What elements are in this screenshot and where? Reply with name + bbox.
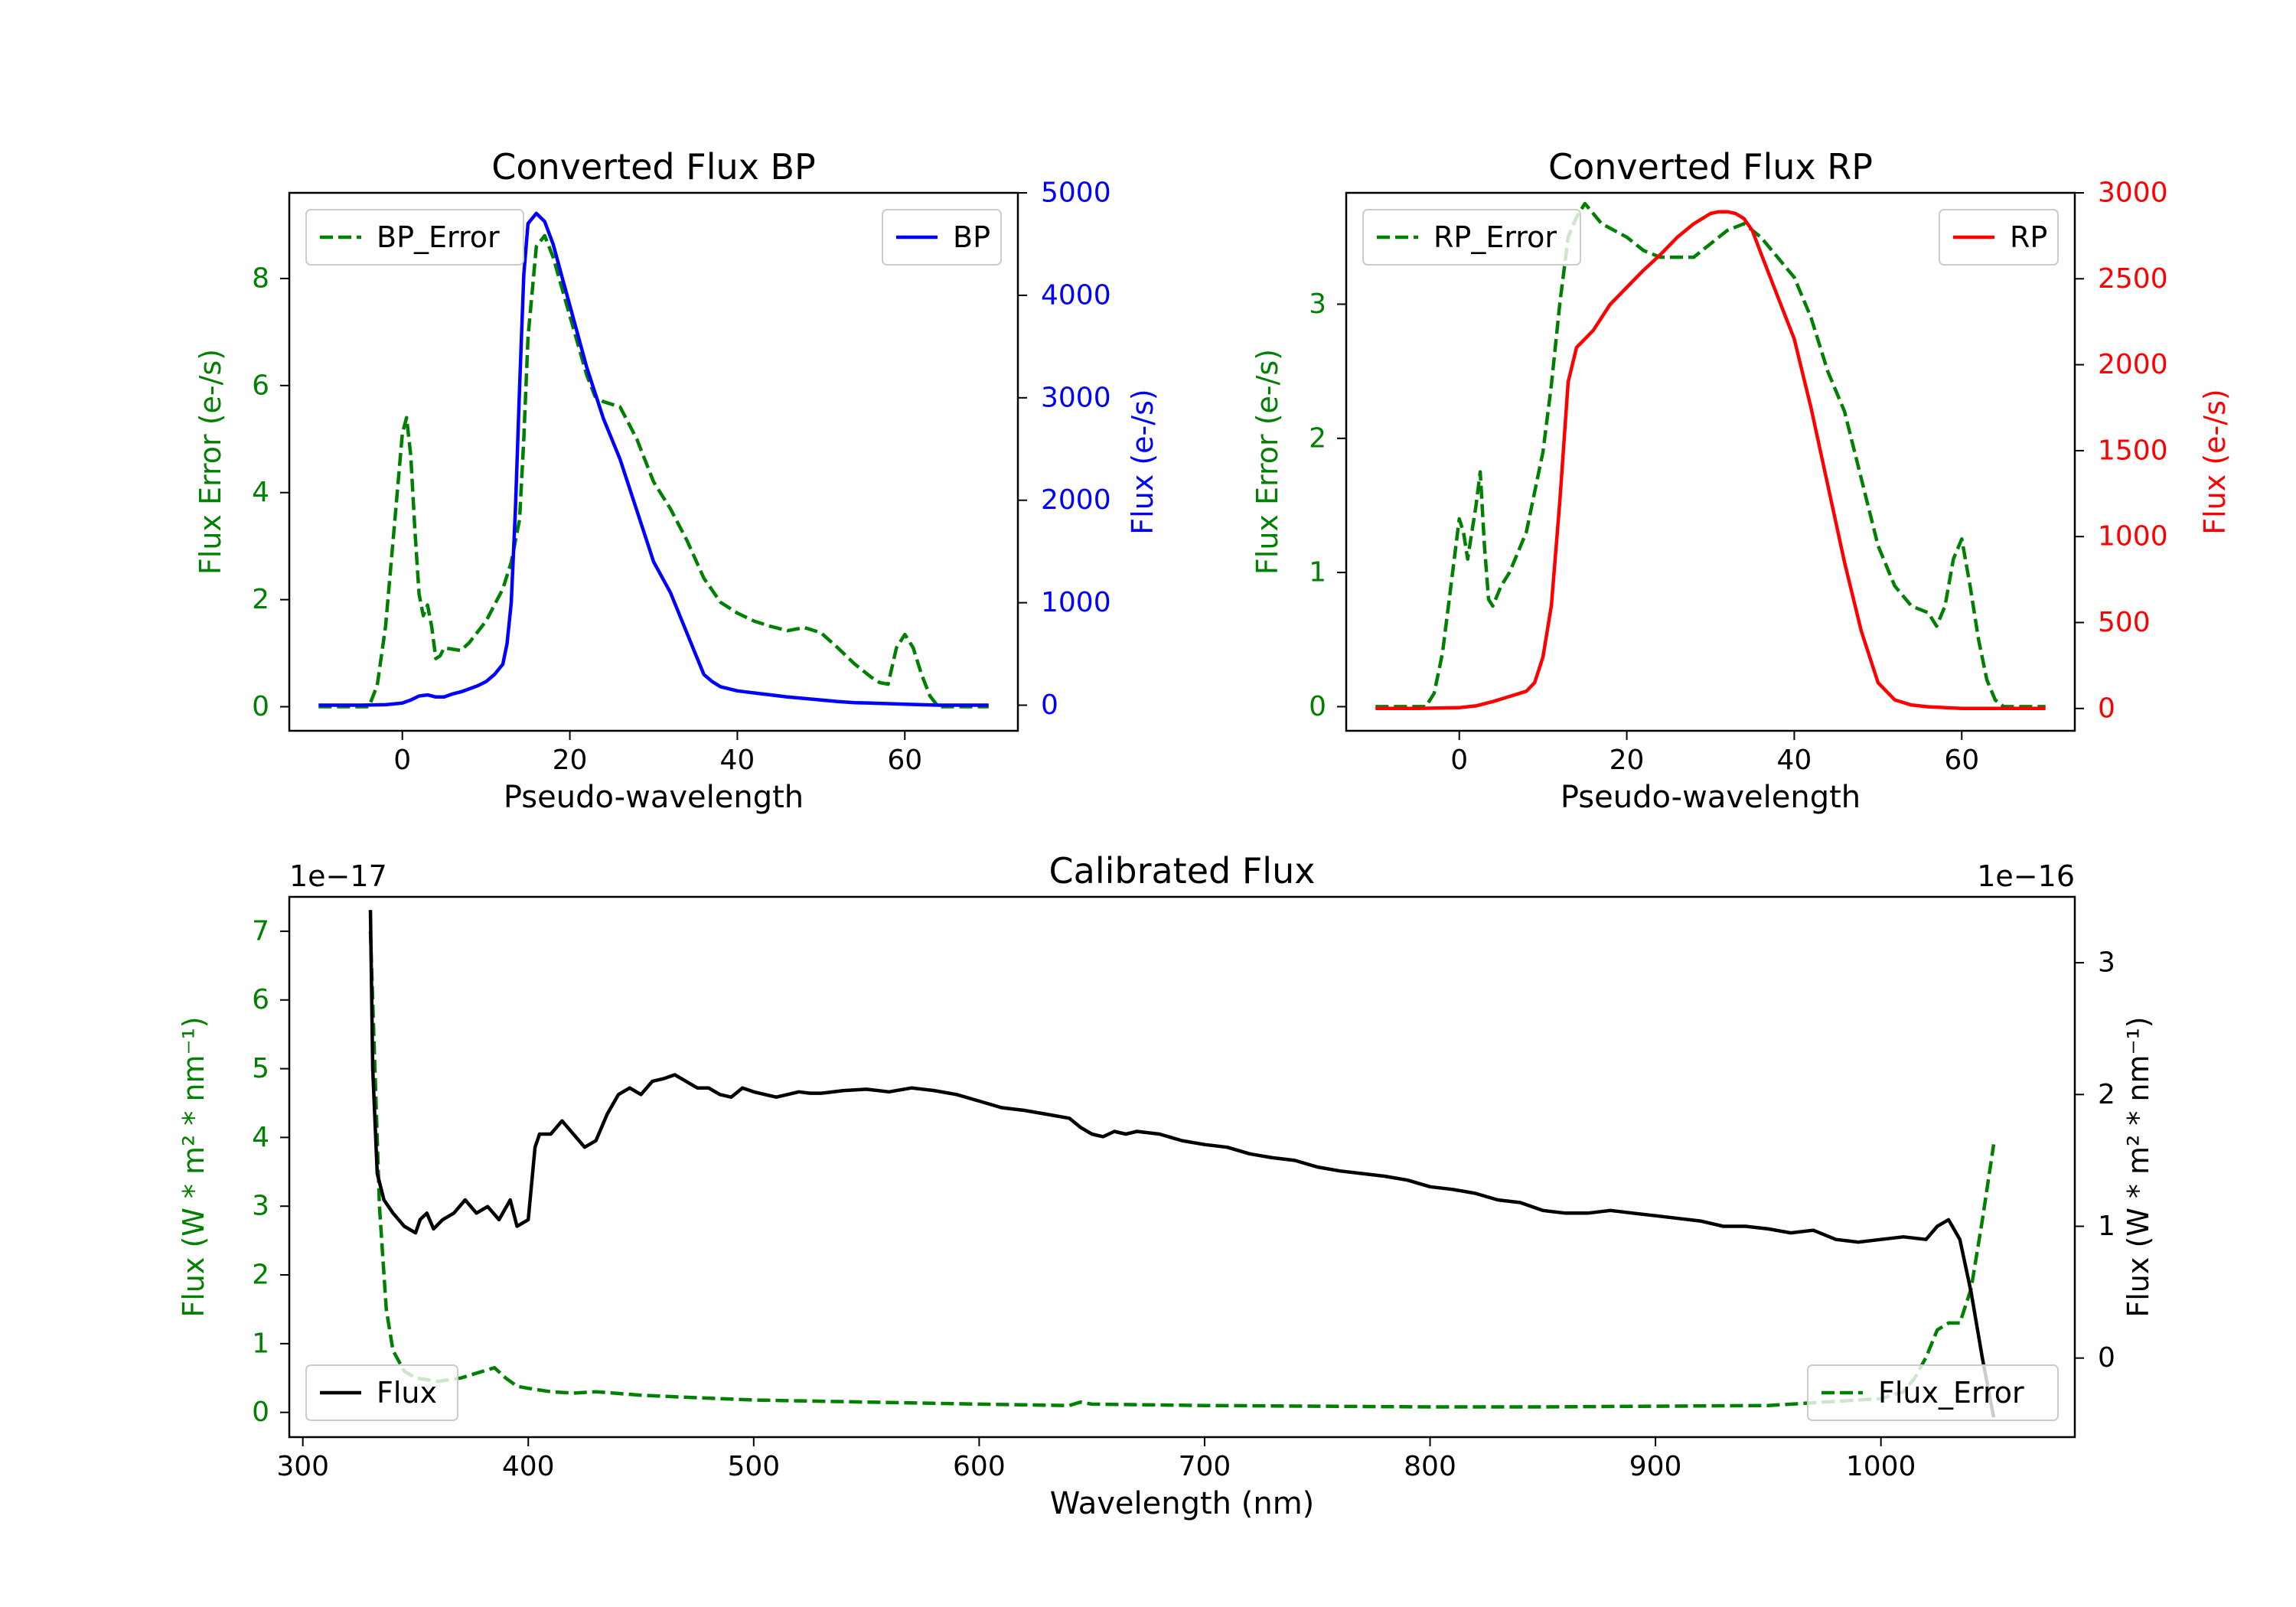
rp-ytick-right-label: 2000 bbox=[2098, 349, 2168, 380]
cal-ytick-left-label: 6 bbox=[252, 984, 269, 1015]
bp-ytick-left-label: 8 bbox=[252, 262, 269, 294]
rp-ylabel-right: Flux (e-/s) bbox=[2198, 389, 2232, 534]
cal-xtick-label: 700 bbox=[1179, 1451, 1231, 1482]
bp-line-bp-error bbox=[318, 233, 989, 709]
cal-ylabel-right: Flux (W * m² * nm⁻¹) bbox=[2122, 1016, 2155, 1317]
cal-xtick-label: 400 bbox=[502, 1451, 555, 1482]
cal-ytick-right-label: 2 bbox=[2098, 1079, 2115, 1110]
legend-box bbox=[1362, 209, 1581, 266]
rp-ytick-right-label: 0 bbox=[2098, 693, 2115, 724]
bp-ytick-right-label: 4000 bbox=[1041, 279, 1111, 311]
cal-legend-flux: Flux bbox=[305, 1364, 458, 1421]
rp-ylabel-left: Flux Error (e-/s) bbox=[1251, 349, 1284, 575]
rp-chart: Converted Flux RP0 20 40 60Pseudo-wavelengt… bbox=[1251, 146, 2232, 815]
rp-title: Converted Flux RP bbox=[1548, 146, 1873, 187]
cal-ytick-left-label: 5 bbox=[252, 1053, 269, 1084]
legend-box bbox=[1939, 209, 2059, 266]
bp-ytick-left-label: 0 bbox=[252, 691, 269, 722]
bp-ylabel-left: Flux Error (e-/s) bbox=[194, 349, 227, 575]
cal-xtick-label: 1000 bbox=[1846, 1451, 1916, 1482]
bp-frame bbox=[288, 191, 1019, 732]
rp-xtick-label: 60 bbox=[1944, 745, 1979, 776]
legend-label: Flux_Error bbox=[1878, 1376, 2024, 1410]
rp-legend-rp: RP bbox=[1939, 209, 2059, 266]
rp-line-rp-error bbox=[1375, 201, 2046, 709]
bp-ylabel-right: Flux (e-/s) bbox=[1126, 389, 1159, 534]
cal-offset-left: 1e−17 bbox=[289, 859, 387, 893]
rp-xlabel: Pseudo-wavelength bbox=[1561, 780, 1861, 815]
cal-series bbox=[368, 910, 1996, 1418]
cal-legend-flux-error: Flux_Error bbox=[1807, 1364, 2059, 1421]
rp-xtick-label: 20 bbox=[1609, 745, 1645, 776]
cal-offset-right: 1e−16 bbox=[1977, 859, 2075, 893]
rp-xtick-label: 0 bbox=[1450, 745, 1468, 776]
bp-series bbox=[318, 211, 989, 709]
bp-ytick-left-label: 2 bbox=[252, 584, 269, 615]
cal-ytick-left-label: 1 bbox=[252, 1328, 269, 1359]
legend-label: Flux bbox=[377, 1376, 437, 1410]
rp-ytick-right-label: 2500 bbox=[2098, 263, 2168, 295]
bp-legend-bp: BP bbox=[882, 209, 1002, 266]
cal-line-flux bbox=[368, 910, 1996, 1418]
rp-ytick-right-label: 1500 bbox=[2098, 435, 2168, 466]
rp-ytick-right-label: 1000 bbox=[2098, 521, 2168, 553]
rp-ytick-right-label: 3000 bbox=[2098, 178, 2168, 209]
bp-chart: Converted Flux BP0 20 40 60Pseudo-wavelengt… bbox=[194, 146, 1159, 815]
legend-box bbox=[882, 209, 1002, 266]
bp-xtick-label: 20 bbox=[553, 745, 588, 776]
cal-ytick-left-label: 2 bbox=[252, 1260, 269, 1291]
bp-xtick-label: 60 bbox=[887, 745, 922, 776]
cal-ylabel-left: Flux (W * m² * nm⁻¹) bbox=[177, 1016, 210, 1317]
rp-frame bbox=[1345, 191, 2076, 732]
cal-ytick-left-label: 4 bbox=[252, 1122, 269, 1153]
rp-ytick-left-label: 1 bbox=[1309, 557, 1326, 588]
bp-xtick-label: 0 bbox=[393, 745, 411, 776]
cal-ytick-left-label: 7 bbox=[252, 915, 269, 947]
rp-series bbox=[1375, 201, 2046, 711]
bp-ytick-right-label: 0 bbox=[1041, 689, 1058, 721]
cal-xtick-label: 900 bbox=[1629, 1451, 1682, 1482]
cal-frame bbox=[288, 895, 2076, 1439]
bp-ytick-left-label: 6 bbox=[252, 370, 269, 401]
cal-xtick-label: 500 bbox=[727, 1451, 780, 1482]
bp-title: Converted Flux BP bbox=[491, 146, 816, 187]
bp-xtick-label: 40 bbox=[720, 745, 755, 776]
rp-ytick-right-label: 500 bbox=[2098, 607, 2151, 638]
legend-label: RP_Error bbox=[1433, 220, 1557, 254]
cal-xtick-label: 800 bbox=[1404, 1451, 1456, 1482]
bp-ytick-right-label: 1000 bbox=[1041, 587, 1111, 618]
rp-ytick-left-label: 0 bbox=[1309, 691, 1326, 722]
legend-label: BP_Error bbox=[377, 220, 500, 254]
rp-ytick-left-label: 3 bbox=[1309, 288, 1326, 320]
legend-label: RP bbox=[2010, 220, 2047, 254]
rp-line-rp bbox=[1375, 210, 2046, 711]
rp-legend-rp-error: RP_Error bbox=[1362, 209, 1581, 266]
cal-ytick-right-label: 3 bbox=[2098, 947, 2115, 979]
legend-box bbox=[305, 1364, 458, 1421]
cal-xlabel: Wavelength (nm) bbox=[1050, 1486, 1315, 1521]
bp-xlabel: Pseudo-wavelength bbox=[504, 780, 804, 815]
legend-box bbox=[1807, 1364, 2059, 1421]
bp-ytick-left-label: 4 bbox=[252, 477, 269, 508]
bp-line-bp bbox=[318, 211, 989, 707]
cal-xtick-label: 600 bbox=[953, 1451, 1006, 1482]
cal-line-flux-error bbox=[368, 931, 1996, 1409]
bp-ytick-right-label: 2000 bbox=[1041, 484, 1111, 516]
rp-ytick-left-label: 2 bbox=[1309, 422, 1326, 454]
legend-label: BP bbox=[953, 220, 990, 254]
rp-xtick-label: 40 bbox=[1777, 745, 1812, 776]
bp-legend-bp-error: BP_Error bbox=[305, 209, 524, 266]
cal-ytick-right-label: 0 bbox=[2098, 1342, 2115, 1374]
cal-ytick-left-label: 0 bbox=[252, 1397, 269, 1428]
cal-ytick-right-label: 1 bbox=[2098, 1211, 2115, 1242]
legend-box bbox=[305, 209, 524, 266]
bp-ytick-right-label: 5000 bbox=[1041, 178, 1111, 209]
cal-xtick-label: 300 bbox=[276, 1451, 329, 1482]
cal-title: Calibrated Flux bbox=[1049, 850, 1316, 892]
bp-ytick-right-label: 3000 bbox=[1041, 382, 1111, 413]
cal-ytick-left-label: 3 bbox=[252, 1191, 269, 1222]
